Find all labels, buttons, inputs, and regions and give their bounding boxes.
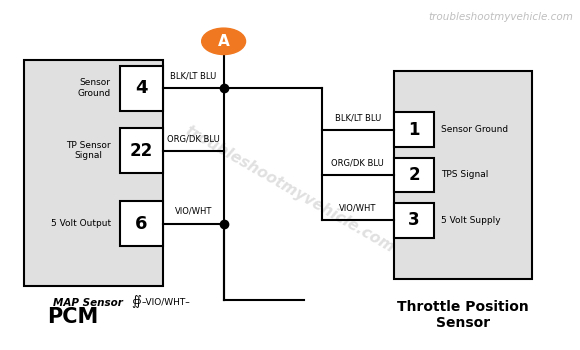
Text: BLK/LT BLU: BLK/LT BLU [335,113,381,122]
Text: 2: 2 [408,166,420,184]
Text: MAP Sensor: MAP Sensor [53,299,123,308]
Text: ∯: ∯ [131,295,141,308]
Text: 1: 1 [408,121,420,139]
Text: VIO/WHT: VIO/WHT [339,203,376,212]
Bar [119,128,163,173]
Text: 5 Volt Supply: 5 Volt Supply [441,216,501,225]
Text: PCM: PCM [48,307,99,327]
Bar [119,201,163,246]
Text: –VIO/WHT–: –VIO/WHT– [141,297,190,306]
Text: ORG/DK BLU: ORG/DK BLU [331,158,384,167]
Text: Throttle Position
Sensor: Throttle Position Sensor [397,300,529,330]
Text: 3: 3 [408,211,420,229]
Text: Sensor
Ground: Sensor Ground [78,78,111,98]
Text: 5 Volt Output: 5 Volt Output [51,219,111,228]
Bar [24,61,163,286]
Bar [394,203,434,238]
Bar [119,65,163,111]
Text: Sensor Ground: Sensor Ground [441,125,508,134]
Bar [394,158,434,192]
Text: troubleshootmyvehicle.com: troubleshootmyvehicle.com [183,122,397,255]
Text: BLK/LT BLU: BLK/LT BLU [170,71,216,80]
Text: TP Sensor
Signal: TP Sensor Signal [67,141,111,160]
Text: A: A [218,34,230,49]
Bar [394,112,434,147]
Bar [394,71,532,279]
Text: 4: 4 [135,79,148,97]
Text: TPS Signal: TPS Signal [441,170,488,180]
Text: VIO/WHT: VIO/WHT [175,207,212,216]
Text: ORG/DK BLU: ORG/DK BLU [167,134,220,143]
Text: troubleshootmyvehicle.com: troubleshootmyvehicle.com [428,12,573,22]
Circle shape [202,28,245,55]
Text: 6: 6 [135,215,148,233]
Text: 22: 22 [130,142,153,160]
